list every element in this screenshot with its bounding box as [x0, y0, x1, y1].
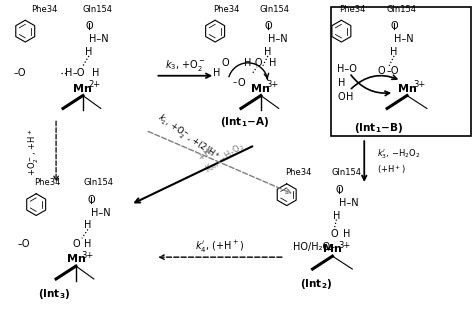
Text: H: H: [337, 78, 345, 88]
Text: Mn: Mn: [251, 84, 270, 94]
Text: H: H: [343, 229, 350, 239]
Text: Mn: Mn: [66, 254, 85, 264]
Text: Phe34: Phe34: [285, 168, 311, 177]
Text: Mn: Mn: [398, 84, 417, 94]
Text: H–N: H–N: [89, 34, 109, 44]
Text: +H$^+$
$K_M$, −H$_2$O$_2$: +H$^+$ $K_M$, −H$_2$O$_2$: [195, 128, 247, 176]
Text: H–N: H–N: [339, 198, 359, 208]
Text: H: H: [244, 58, 252, 68]
FancyBboxPatch shape: [331, 7, 471, 136]
Text: O: O: [390, 21, 398, 31]
Text: Phe34: Phe34: [34, 178, 61, 187]
Text: $\bf{(Int_3)}$: $\bf{(Int_3)}$: [38, 287, 70, 301]
Text: $k_3$, +O$_2^-$: $k_3$, +O$_2^-$: [165, 58, 206, 73]
Text: –O: –O: [251, 58, 263, 68]
Text: O: O: [85, 21, 93, 31]
Text: Phe34: Phe34: [339, 5, 366, 14]
Text: O: O: [237, 78, 245, 88]
Text: O: O: [264, 21, 272, 31]
Text: H: H: [92, 68, 100, 78]
Text: H: H: [84, 220, 91, 230]
Text: 3+: 3+: [267, 80, 279, 89]
Text: –O: –O: [18, 239, 30, 249]
Text: H: H: [65, 68, 73, 78]
Text: $k_3'$, −H$_2$O$_2$
(+H$^+$): $k_3'$, −H$_2$O$_2$ (+H$^+$): [377, 148, 420, 176]
Text: HO/H₂O–: HO/H₂O–: [292, 242, 335, 252]
Text: O: O: [330, 229, 338, 239]
Text: O: O: [337, 92, 345, 101]
Text: H: H: [213, 68, 221, 78]
Text: $\bf{(Int_2)}$: $\bf{(Int_2)}$: [301, 277, 333, 291]
Text: O: O: [221, 58, 229, 68]
Text: 2+: 2+: [89, 80, 101, 89]
Text: –O: –O: [13, 68, 26, 78]
Text: $\bf{(Int_1\!-\!B)}$: $\bf{(Int_1\!-\!B)}$: [355, 121, 404, 135]
Text: H–N: H–N: [268, 34, 287, 44]
Text: $k_4'$, (+H$^+$): $k_4'$, (+H$^+$): [195, 239, 245, 255]
Text: $\bf{(Int_1\!-\!A)}$: $\bf{(Int_1\!-\!A)}$: [220, 115, 270, 129]
Text: O: O: [377, 66, 385, 76]
Text: H: H: [333, 211, 340, 220]
Text: Mn: Mn: [73, 84, 92, 94]
Text: –: –: [233, 78, 237, 87]
Text: Gln154: Gln154: [386, 5, 416, 14]
Text: H: H: [391, 47, 398, 57]
Text: H–O: H–O: [337, 64, 357, 74]
Text: +O$_2^-$, +H$^+$: +O$_2^-$, +H$^+$: [27, 128, 41, 176]
Text: H–N: H–N: [394, 34, 414, 44]
Text: 3+: 3+: [82, 251, 94, 260]
Text: Gln154: Gln154: [331, 168, 362, 177]
Text: Phe34: Phe34: [31, 5, 57, 14]
Text: O: O: [72, 239, 80, 249]
Text: O: O: [87, 195, 95, 205]
Text: H: H: [264, 47, 272, 57]
Text: –O: –O: [73, 68, 85, 78]
Text: $k_1$, +O$_2^-$, +(2)H$^+$: $k_1$, +O$_2^-$, +(2)H$^+$: [155, 111, 222, 165]
Text: H–N: H–N: [91, 208, 110, 218]
Text: H: H: [84, 239, 91, 249]
Text: –O: –O: [387, 66, 399, 76]
Text: 3+: 3+: [413, 80, 425, 89]
Text: H: H: [346, 92, 353, 101]
Text: H: H: [269, 58, 276, 68]
Text: Mn: Mn: [323, 244, 342, 254]
Text: 3+: 3+: [338, 241, 350, 250]
Text: Gln154: Gln154: [83, 5, 113, 14]
Text: H: H: [85, 47, 92, 57]
Text: Gln154: Gln154: [260, 5, 290, 14]
Text: O: O: [336, 185, 343, 195]
Text: Gln154: Gln154: [84, 178, 114, 187]
Text: Phe34: Phe34: [213, 5, 239, 14]
